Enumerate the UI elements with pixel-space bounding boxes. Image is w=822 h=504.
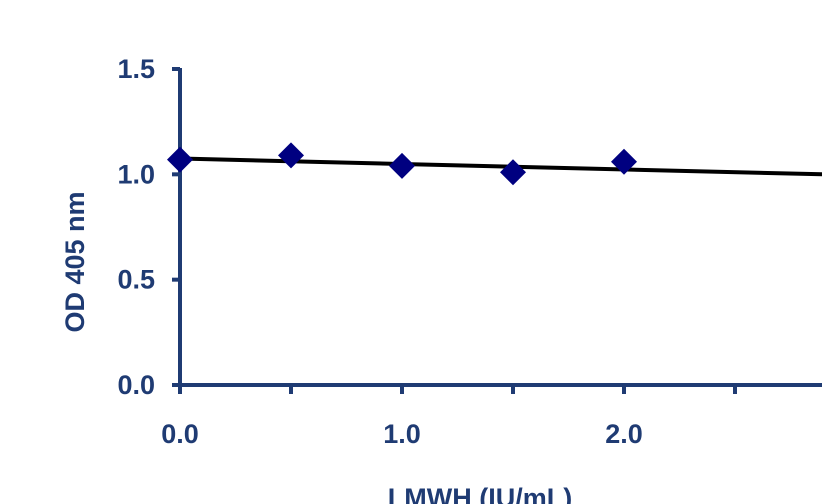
y-tick-label: 0.5: [117, 265, 155, 295]
data-point: [278, 142, 304, 169]
data-point: [611, 148, 637, 175]
x-tick-label: 0.0: [161, 419, 199, 449]
y-ticks: 0.0 0.5 1.0 1.5: [117, 54, 180, 400]
y-tick-label: 0.0: [117, 370, 155, 400]
y-tick-label: 1.5: [117, 54, 155, 84]
data-point: [167, 146, 193, 173]
data-point: [500, 159, 526, 186]
y-axis-title: OD 405 nm: [60, 191, 90, 332]
x-tick-label: 1.0: [383, 419, 421, 449]
x-ticks: 0.0 1.0 2.0: [161, 385, 737, 449]
x-axis-title: LMWH (IU/mL): [388, 483, 572, 504]
data-points: [167, 142, 637, 186]
x-tick-label: 2.0: [605, 419, 643, 449]
y-tick-label: 1.0: [117, 159, 155, 189]
data-point: [389, 152, 415, 179]
